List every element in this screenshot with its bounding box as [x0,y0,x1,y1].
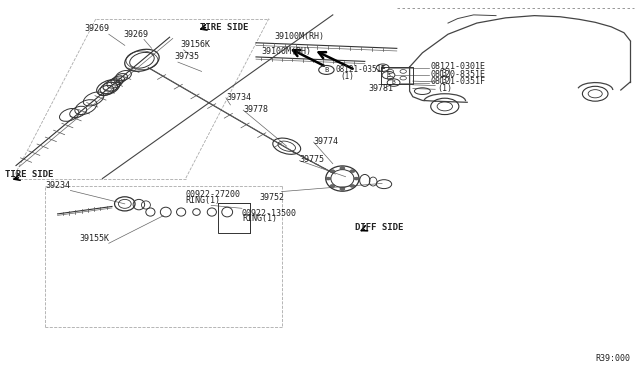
Circle shape [350,170,355,173]
Text: 39269: 39269 [84,25,110,33]
Text: 39156K: 39156K [180,40,211,49]
Text: RING(1): RING(1) [186,196,221,205]
Circle shape [330,170,335,173]
Text: 39778: 39778 [243,105,268,114]
Text: 39774: 39774 [314,137,339,146]
Text: 08120-8351E: 08120-8351E [430,70,485,79]
Text: (1): (1) [340,72,355,81]
Text: 08121-0351F: 08121-0351F [336,65,387,74]
Text: B: B [381,65,385,70]
Text: B: B [324,67,328,73]
Circle shape [350,185,355,187]
Text: B: B [392,80,396,85]
Bar [218,203,250,232]
Text: 39100M(RH): 39100M(RH) [274,32,324,41]
Text: 39734: 39734 [226,93,251,102]
Text: 39100M(RH): 39100M(RH) [261,47,311,56]
Text: 39234: 39234 [45,181,70,190]
Text: 39781: 39781 [368,84,393,93]
Text: B: B [387,73,390,78]
Text: 39775: 39775 [300,155,324,164]
Text: 08121-0351F: 08121-0351F [430,77,485,86]
Text: RING(1): RING(1) [242,214,277,223]
Text: (3): (3) [437,76,452,85]
Circle shape [330,185,335,187]
Text: 39735: 39735 [174,52,199,61]
Text: R39:000: R39:000 [595,354,630,363]
Text: DIFF SIDE: DIFF SIDE [355,223,404,232]
Text: 00922-27200: 00922-27200 [186,190,241,199]
Text: 39752: 39752 [259,193,285,202]
Circle shape [326,177,331,180]
Text: (3): (3) [437,69,452,78]
Text: TIRE SIDE: TIRE SIDE [5,170,54,179]
Text: 08121-0301E: 08121-0301E [430,62,485,71]
Circle shape [354,177,359,180]
Circle shape [340,187,345,190]
Text: TIRE SIDE: TIRE SIDE [200,23,248,32]
Text: (1): (1) [437,84,452,93]
Text: 39155K: 39155K [80,234,109,243]
Text: 00922-13500: 00922-13500 [242,209,297,218]
Circle shape [340,167,345,170]
Text: 39269: 39269 [124,30,149,39]
